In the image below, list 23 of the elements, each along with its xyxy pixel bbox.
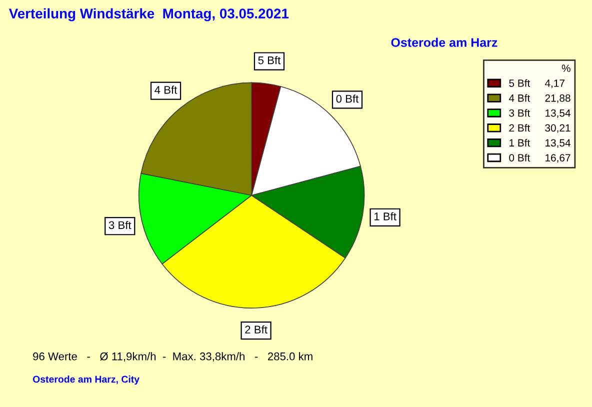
legend-label: 3 Bft	[509, 109, 530, 117]
data-label: 16,67	[546, 154, 570, 163]
data-label: 21,88	[545, 94, 570, 104]
text: Osterode am Harz, City	[32, 376, 140, 385]
slice-label: 4 Bft	[154, 86, 178, 94]
slice-label: 5 Bft	[258, 56, 281, 64]
legend-label: 5 Bft	[509, 79, 530, 87]
slice-label: 2 Bft	[245, 325, 268, 334]
chart-title: Verteilung Windstärke Montag, 03.05.2021	[8, 8, 289, 22]
legend-label: 0 Bft	[509, 154, 530, 162]
slice-label: 1 Bft	[374, 212, 396, 220]
legend-label: 4 Bft	[508, 94, 530, 102]
legend-label: 1 Bft	[510, 138, 530, 147]
legend-label: 2 Bft	[509, 124, 530, 132]
data-label: 30,21	[545, 124, 570, 133]
data-label: 4,17	[544, 80, 564, 88]
slice-label: 3 Bft	[108, 220, 132, 230]
legend-title: %	[562, 64, 570, 72]
chart-subtitle: Osterode am Harz	[391, 38, 498, 47]
slice-label: 0 Bft	[336, 94, 359, 103]
text: 96 Werte - Ø 11,9km/h - Max. 33,8km/h - 285.0 km	[33, 352, 312, 362]
data-label: 13,54	[546, 139, 570, 148]
data-label: 13,54	[546, 109, 570, 118]
